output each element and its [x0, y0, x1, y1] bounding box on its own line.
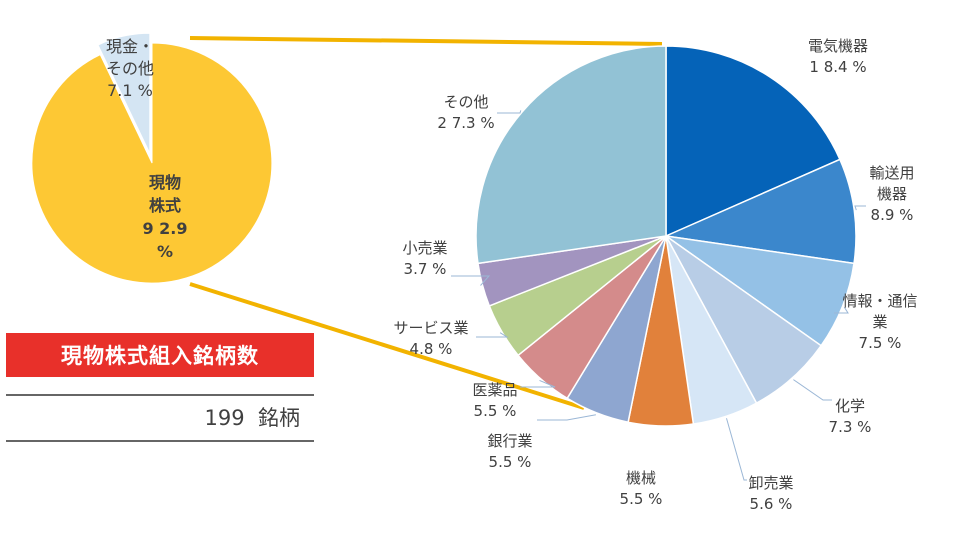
allocation-label-stocks-line: 現物: [149, 173, 181, 192]
sector-label-卸売業-line: 5.6 %: [750, 495, 793, 513]
sector-label-小売業-line: 3.7 %: [404, 260, 447, 278]
sector-label-情報通信-line: 7.5 %: [859, 334, 902, 352]
sector-label-卸売業-line: 卸売業: [748, 474, 793, 492]
sector-label-その他-line: 2 7.3 %: [437, 114, 494, 132]
sector-label-化学-line: 化学: [835, 397, 865, 415]
allocation-label-stocks-line: %: [157, 242, 173, 261]
sector-label-情報通信-line: 業: [872, 313, 887, 331]
allocation-label-stocks-line: 9 2.9: [142, 219, 187, 238]
sector-leader-line: [497, 110, 522, 114]
sector-label-機械: 機械 5.5 %: [620, 469, 663, 508]
sector-label-小売業-line: 小売業: [402, 239, 447, 257]
sector-label-化学: 化学 7.3 %: [829, 397, 872, 436]
divider-bottom: [6, 440, 314, 442]
sector-label-卸売業: 卸売業 5.6 %: [748, 474, 793, 513]
sector-label-輸送用-line: 機器: [877, 185, 907, 203]
sector-label-その他: その他 2 7.3 %: [437, 93, 494, 132]
sector-label-医薬品-line: 5.5 %: [474, 402, 517, 420]
sector-leader-line: [793, 379, 832, 401]
allocation-label-cash-line: 7.1 %: [107, 81, 153, 100]
sector-label-その他-line: その他: [443, 93, 488, 111]
sector-label-銀行業-line: 5.5 %: [489, 453, 532, 471]
sector-label-電気機器-line: 1 8.4 %: [809, 58, 866, 76]
sector-leader-line: [834, 306, 849, 314]
sector-leader-line: [726, 418, 747, 481]
sector-label-電気機器-line: 電気機器: [808, 37, 868, 55]
sector-leader-line: [476, 332, 509, 338]
sector-slice-電気機器: [665, 45, 841, 238]
holdings-count: 199 銘柄: [150, 402, 300, 432]
allocation-label-cash: 現金・その他 7.1 %: [106, 37, 154, 100]
divider-top: [6, 394, 314, 396]
sector-leader-line: [520, 379, 556, 388]
allocation-label-stocks-line: 株式: [149, 196, 181, 215]
sector-label-サービス業-line: サービス業: [393, 319, 468, 337]
sector-label-銀行業-line: 銀行業: [487, 432, 532, 450]
sector-label-化学-line: 7.3 %: [829, 418, 872, 436]
allocation-slice-現金: [97, 32, 151, 154]
sector-label-サービス業: サービス業 4.8 %: [393, 319, 468, 358]
sector-label-輸送用-line: 8.9 %: [871, 206, 914, 224]
connector-line-bottom: [189, 282, 585, 410]
holdings-count-unit: 銘柄: [258, 406, 300, 430]
holdings-count-value: 199: [204, 406, 245, 430]
allocation-label-cash-line: 現金・: [106, 37, 154, 56]
sector-label-機械-line: 機械: [626, 469, 656, 487]
sector-label-輸送用: 輸送用機器 8.9 %: [869, 164, 914, 224]
holdings-count-title: 現物株式組入銘柄数: [6, 333, 314, 377]
sector-label-電気機器: 電気機器 1 8.4 %: [808, 37, 868, 76]
sector-leader-line: [537, 414, 596, 421]
sector-label-小売業: 小売業 3.7 %: [402, 239, 447, 278]
sector-label-医薬品: 医薬品 5.5 %: [472, 381, 517, 420]
sector-label-医薬品-line: 医薬品: [472, 381, 517, 399]
sector-label-銀行業: 銀行業 5.5 %: [487, 432, 532, 471]
sector-slice-輸送用: [663, 158, 857, 265]
sector-slice-その他: [475, 45, 667, 265]
sector-label-機械-line: 5.5 %: [620, 490, 663, 508]
sector-leader-line: [451, 275, 491, 286]
sector-label-情報通信-line: 情報・通信: [842, 292, 917, 310]
sector-label-情報通信: 情報・通信業 7.5 %: [842, 292, 917, 352]
allocation-label-cash-line: その他: [106, 59, 154, 78]
sector-label-輸送用-line: 輸送用: [869, 164, 914, 182]
allocation-slice-現物: [31, 42, 273, 284]
sector-leader-line: [854, 205, 866, 211]
sector-label-サービス業-line: 4.8 %: [410, 340, 453, 358]
allocation-label-stocks: 現物株式 9 2.9%: [142, 173, 187, 261]
connector-line-top: [189, 36, 663, 46]
